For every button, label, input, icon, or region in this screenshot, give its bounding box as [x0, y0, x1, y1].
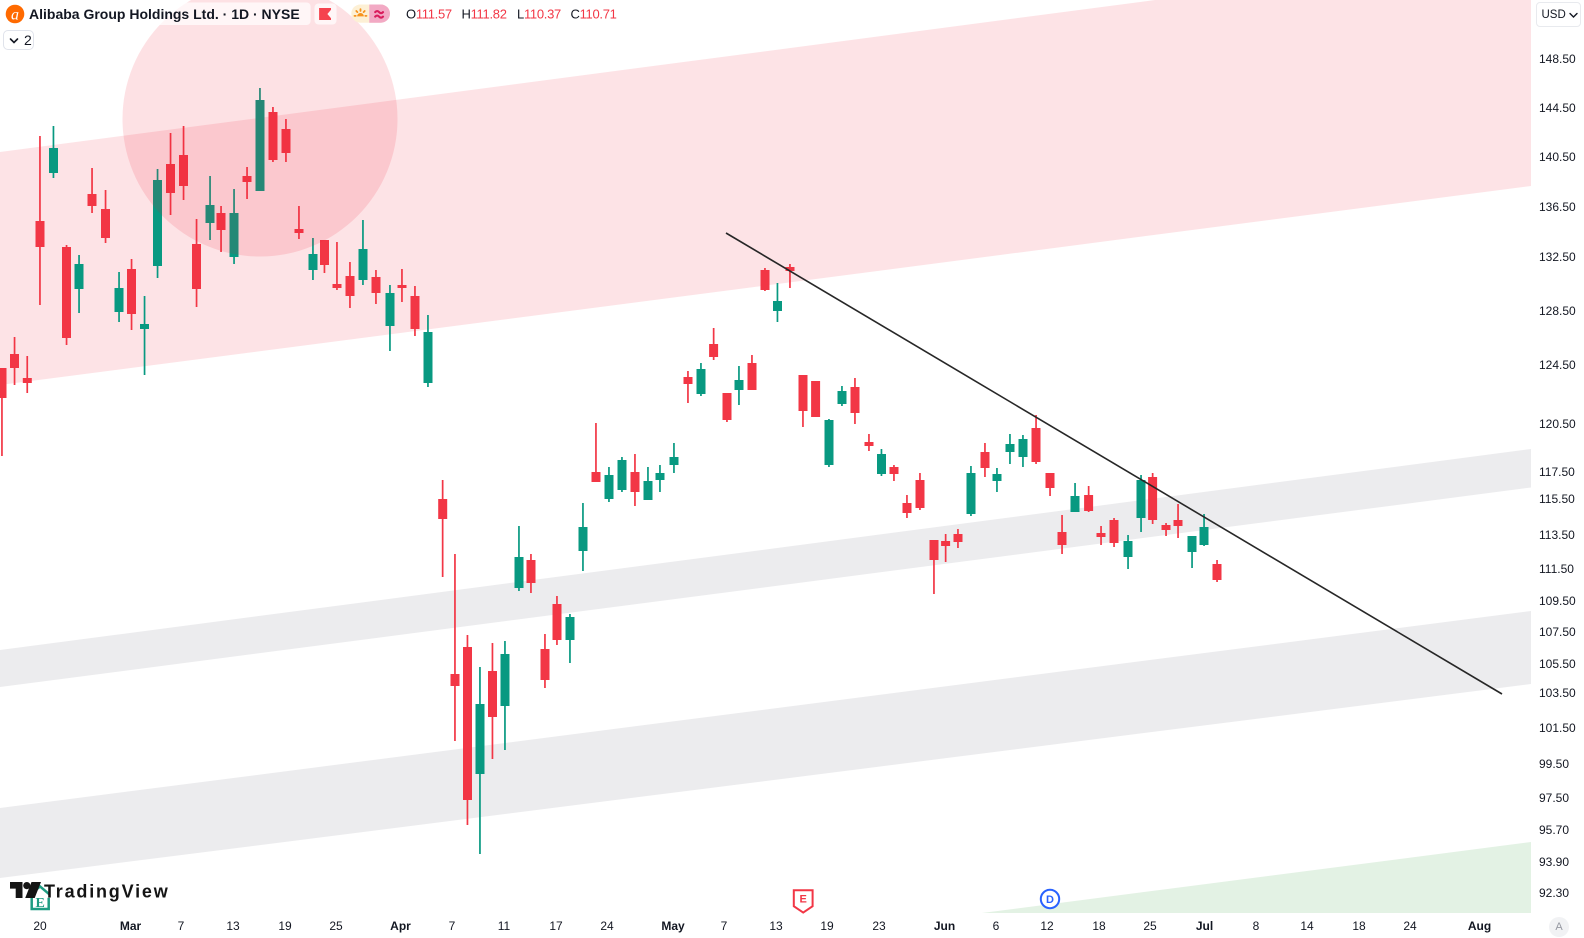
svg-text:TradingView: TradingView	[44, 882, 170, 902]
svg-text:E: E	[800, 894, 807, 906]
svg-text:E: E	[36, 896, 45, 911]
svg-text:a: a	[11, 7, 19, 24]
svg-text:D: D	[1046, 894, 1054, 906]
